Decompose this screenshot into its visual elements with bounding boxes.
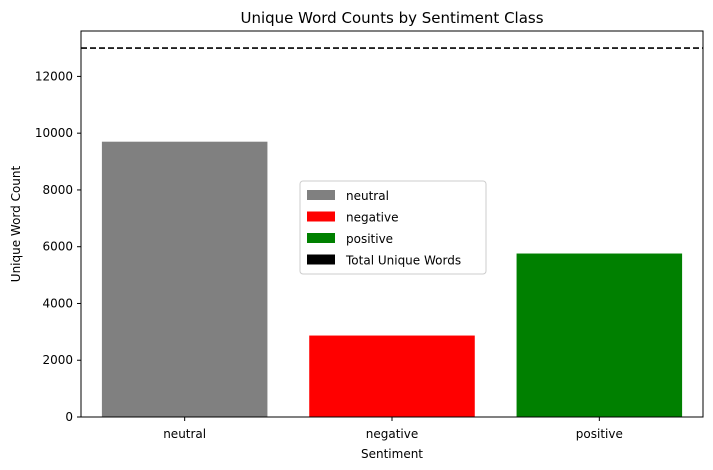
x-axis: neutral negative positive (163, 417, 623, 441)
x-axis-label: Sentiment (361, 447, 423, 461)
bar-neutral (101, 141, 268, 418)
legend-label: negative (346, 211, 398, 225)
legend-swatch (307, 190, 335, 200)
legend: neutral negative positive Total Unique Word… (299, 180, 487, 275)
legend-label: neutral (346, 189, 389, 203)
y-tick-label: 2000 (42, 353, 73, 367)
legend-label: positive (346, 232, 393, 246)
y-tick-label: 8000 (42, 183, 73, 197)
x-tick-label: negative (366, 427, 418, 441)
bar-negative (309, 335, 475, 417)
y-tick-label: 0 (65, 410, 73, 424)
legend-label: Total Unique Words (345, 254, 461, 268)
legend-box (299, 180, 487, 275)
chart-title: Unique Word Counts by Sentiment Class (240, 9, 543, 27)
y-axis-label: Unique Word Count (9, 165, 23, 282)
y-tick-label: 10000 (35, 126, 73, 140)
y-tick-label: 12000 (35, 69, 73, 83)
y-tick-label: 6000 (42, 240, 73, 254)
legend-swatch (307, 233, 335, 243)
bar-positive (516, 253, 683, 417)
legend-swatch (307, 254, 335, 265)
y-axis: 0 2000 4000 6000 8000 10000 12000 (35, 69, 81, 424)
x-tick-label: positive (576, 427, 623, 441)
legend-swatch (307, 211, 335, 222)
y-tick-label: 4000 (42, 296, 73, 310)
x-tick-label: neutral (163, 427, 206, 441)
bars-group (101, 141, 683, 418)
